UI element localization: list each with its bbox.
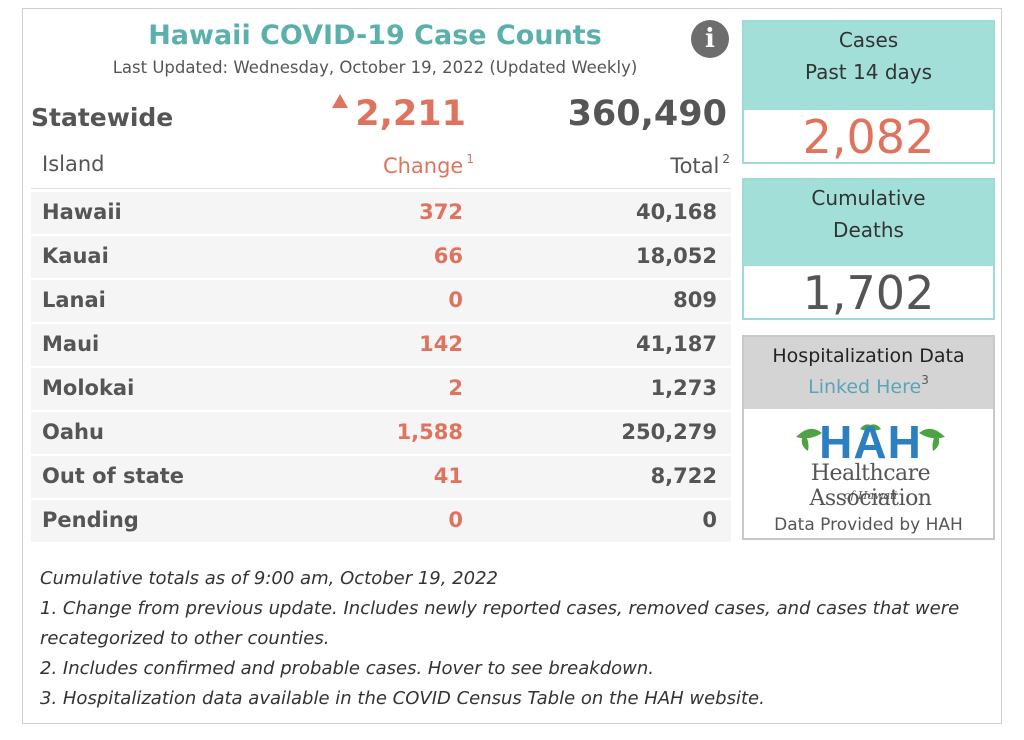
cases-card-header: Cases Past 14 days [744,22,993,110]
cumulative-deaths-card[interactable]: Cumulative Deaths 1,702 [742,178,995,320]
island-change: 372 [419,200,463,224]
hospitalization-panel: Hospitalization Data Linked Here3 HAH He… [742,335,995,540]
footnote-1: 1. Change from previous update. Includes… [40,598,960,649]
island-name: Maui [42,332,100,356]
table-row[interactable]: Pending 0 0 [31,500,731,542]
table-row[interactable]: Hawaii 372 40,168 [31,192,731,234]
footnote-marker-2: 2 [722,152,730,166]
statewide-total[interactable]: 360,490 [567,94,727,134]
island-total: 809 [673,288,717,312]
footnote-3: 3. Hospitalization data available in the… [40,688,765,709]
deaths-card-line1: Cumulative [811,186,926,210]
statewide-change[interactable]: 2,211 [355,94,466,134]
island-total: 18,052 [635,244,717,268]
table-row[interactable]: Kauai 66 18,052 [31,236,731,278]
hah-logo-name: Healthcare Association [809,461,932,511]
hospitalization-header: Hospitalization Data Linked Here3 [744,337,993,409]
island-table: Hawaii 372 40,168 Kauai 66 18,052 Lanai … [31,192,731,544]
table-row[interactable]: Maui 142 41,187 [31,324,731,366]
island-change: 0 [448,508,463,532]
page-title: Hawaii COVID-19 Case Counts [148,20,602,51]
island-change: 0 [448,288,463,312]
hospitalization-title: Hospitalization Data [772,345,965,367]
column-header-island: Island [42,152,105,176]
dashboard-frame [22,8,1002,724]
hah-logo-letters: HAH [819,416,922,461]
island-change: 142 [419,332,463,356]
island-name: Lanai [42,288,106,312]
island-name: Kauai [42,244,109,268]
footnotes: Cumulative totals as of 9:00 am, October… [40,564,990,714]
column-header-total-label: Total [670,154,720,178]
island-name: Pending [42,508,139,532]
island-total: 8,722 [650,464,717,488]
deaths-card-line2: Deaths [833,218,904,242]
column-header-change-label: Change [382,154,464,178]
deaths-card-value: 1,702 [802,266,935,320]
hah-logo[interactable]: HAH Healthcare Association of Hawaii [748,415,993,511]
cases-card-value: 2,082 [802,110,935,164]
cases-14-days-card[interactable]: Cases Past 14 days 2,082 [742,20,995,164]
data-provided-by: Data Provided by HAH [774,515,963,535]
cases-card-line1: Cases [838,28,899,52]
up-arrow-icon [332,94,348,108]
island-total: 1,273 [650,376,717,400]
table-row[interactable]: Molokai 2 1,273 [31,368,731,410]
column-header-change: Change 1 [330,152,474,178]
island-name: Hawaii [42,200,122,224]
island-change: 66 [433,244,463,268]
cases-card-line2: Past 14 days [804,60,933,84]
footnote-marker-3: 3 [921,373,929,387]
island-total: 0 [702,508,717,532]
footnote-marker-1: 1 [466,152,474,166]
island-change: 2 [448,376,463,400]
last-updated: Last Updated: Wednesday, October 19, 202… [112,58,638,77]
statewide-label: Statewide [31,103,174,132]
island-total: 250,279 [621,420,717,444]
hospitalization-link[interactable]: Linked Here3 [744,367,993,398]
island-total: 40,168 [635,200,717,224]
island-change: 41 [433,464,463,488]
hospitalization-link-text[interactable]: Linked Here [808,376,922,398]
deaths-card-header: Cumulative Deaths [744,180,993,266]
hah-logo-sub: of Hawaii [843,489,898,502]
header-divider [31,188,731,189]
footnote-cumulative: Cumulative totals as of 9:00 am, October… [40,568,498,589]
info-icon[interactable]: i [691,20,729,58]
footnote-2: 2. Includes confirmed and probable cases… [40,658,655,679]
table-row[interactable]: Out of state 41 8,722 [31,456,731,498]
column-header-total: Total 2 [560,152,730,178]
island-name: Out of state [42,464,185,488]
hah-logo-mark: HAH [796,416,945,468]
island-change: 1,588 [396,420,463,444]
island-name: Oahu [42,420,104,444]
island-name: Molokai [42,376,135,400]
table-row[interactable]: Lanai 0 809 [31,280,731,322]
island-total: 41,187 [635,332,717,356]
table-row[interactable]: Oahu 1,588 250,279 [31,412,731,454]
